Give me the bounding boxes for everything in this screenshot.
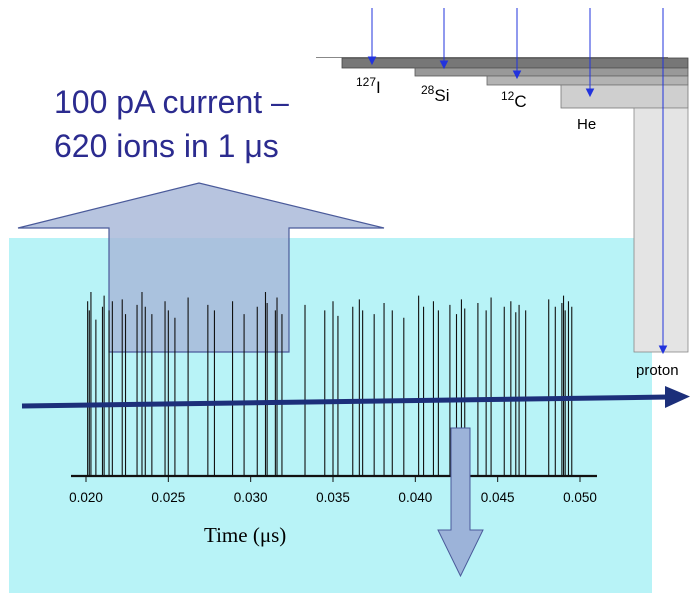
headline-line1: 100 pA current – <box>54 84 289 120</box>
ion-label-iodine: 127I <box>356 75 381 98</box>
ion-arrow-iodine-head <box>367 56 377 66</box>
range-bar-helium <box>560 84 689 109</box>
ion-symbol-iodine: I <box>376 78 381 97</box>
x-tick-label: 0.045 <box>480 490 515 505</box>
large-up-arrow <box>17 182 385 353</box>
beam-arrow-head <box>665 386 690 408</box>
ion-label-carbon: 12C <box>501 89 527 112</box>
range-bar-iodine <box>341 57 689 69</box>
pulse-group <box>87 292 573 476</box>
ion-label-helium: He <box>577 116 596 133</box>
range-bar-silicon <box>414 67 689 77</box>
x-tick-label: 0.050 <box>563 490 597 505</box>
ion-label-proton: proton <box>636 362 679 379</box>
small-down-arrow <box>437 427 484 578</box>
headline-line2: 620 ions in 1 μs <box>54 128 279 164</box>
ion-arrow-carbon-head <box>512 70 522 80</box>
ion-mass-silicon: 28 <box>421 83 435 97</box>
x-tick-label: 0.020 <box>69 490 103 505</box>
signal-trace <box>71 292 597 478</box>
ion-symbol-silicon: Si <box>434 86 450 105</box>
ion-arrows <box>367 8 668 355</box>
x-tick-label: 0.030 <box>233 490 268 505</box>
x-tick-marks <box>85 476 581 482</box>
ion-symbol-helium: He <box>577 116 597 133</box>
headline: 100 pA current – 620 ions in 1 μs <box>54 80 324 168</box>
ion-arrow-helium-head <box>585 88 595 98</box>
ion-symbol-carbon: C <box>514 92 527 111</box>
x-tick-label: 0.040 <box>398 490 433 505</box>
x-tick-label: 0.025 <box>151 490 186 505</box>
ion-range-bars <box>316 57 689 353</box>
x-tick-label: 0.035 <box>316 490 350 505</box>
ion-mass-carbon: 12 <box>501 89 515 103</box>
ion-symbol-proton: proton <box>636 362 679 379</box>
ion-arrow-proton-head <box>658 345 668 355</box>
beam-arrow <box>21 386 690 409</box>
ion-mass-iodine: 127 <box>356 75 377 89</box>
ion-arrow-silicon-head <box>439 60 449 70</box>
ion-label-silicon: 28Si <box>421 83 450 106</box>
x-axis-label: Time (μs) <box>204 523 287 547</box>
range-bar-proton <box>633 107 689 353</box>
